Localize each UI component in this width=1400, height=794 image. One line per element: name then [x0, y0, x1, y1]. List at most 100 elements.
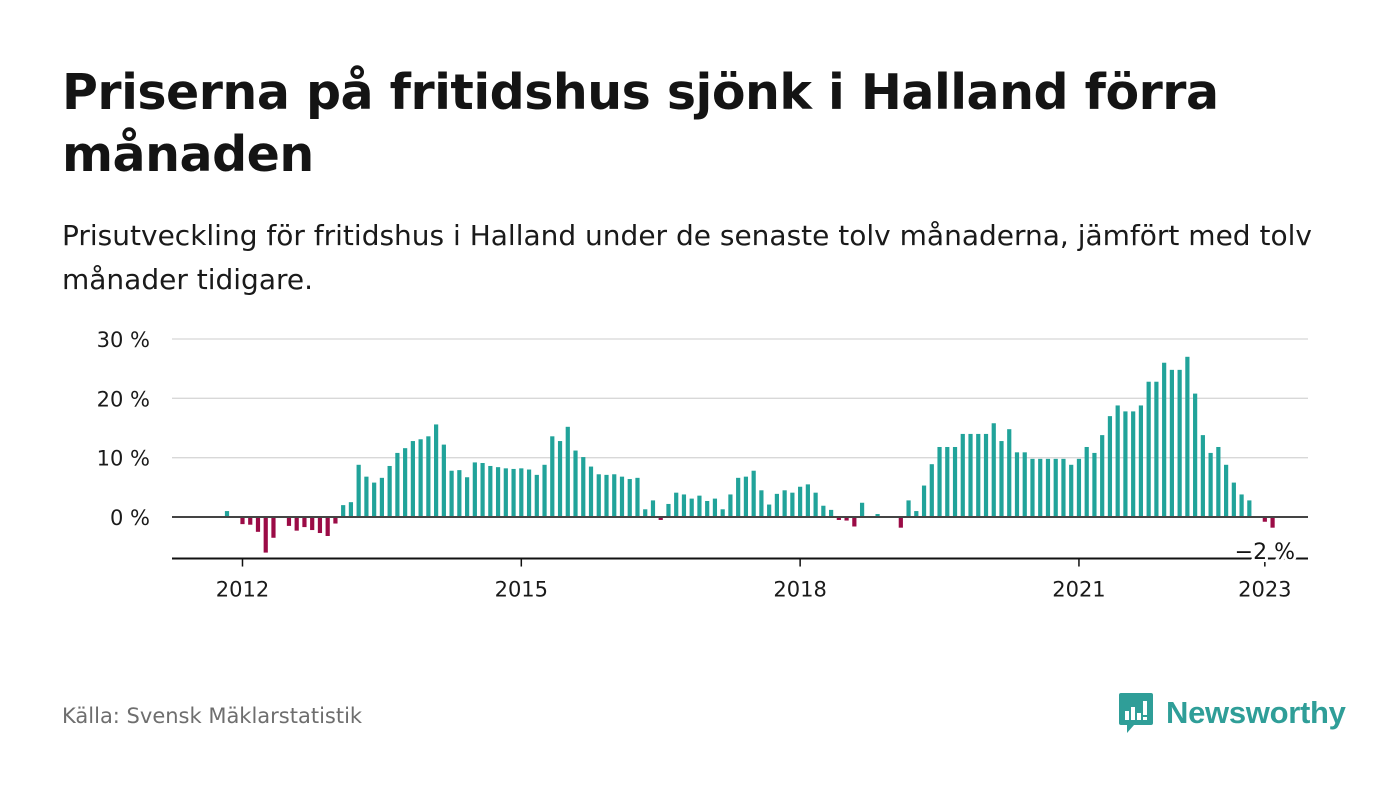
bar: [674, 492, 679, 517]
chart-subtitle: Prisutveckling för fritidshus i Halland …: [62, 219, 1312, 296]
bar: [1014, 452, 1020, 517]
bar: [650, 500, 656, 517]
bar: [403, 448, 408, 517]
bar: [364, 476, 369, 517]
bar: [635, 477, 640, 517]
bar: [255, 517, 261, 532]
bar: [1216, 446, 1221, 517]
bar: [1123, 411, 1128, 517]
bar: [465, 477, 470, 517]
bar: [929, 464, 934, 517]
bar: [1231, 482, 1236, 517]
bar: [836, 517, 841, 520]
bar: [1100, 435, 1105, 517]
bar: [356, 464, 361, 517]
bar: [1193, 393, 1198, 517]
y-tick-label: 0 %: [110, 506, 150, 530]
bar: [898, 517, 903, 528]
bar: [310, 517, 315, 531]
bar: [697, 495, 702, 517]
bar: [449, 470, 454, 517]
bar: [395, 452, 400, 517]
bar: [224, 511, 230, 517]
bar: [550, 436, 555, 517]
axes: 2012 2015 2018 2021 2023: [172, 516, 1308, 602]
bar: [325, 517, 330, 536]
bar: [728, 494, 733, 517]
bar: [1154, 381, 1159, 517]
y-tick-label: 10 %: [97, 447, 150, 471]
bar: [1146, 381, 1151, 517]
bar: [1084, 446, 1089, 517]
bar: [271, 517, 276, 538]
bar: [441, 444, 446, 517]
bar: [240, 517, 245, 525]
bar: [658, 517, 663, 520]
bar: [348, 502, 354, 517]
bar: [503, 468, 508, 517]
x-tick-label: 2018: [773, 578, 826, 602]
bar: [1162, 362, 1167, 517]
bar: [519, 468, 524, 517]
bar: [619, 476, 625, 517]
bar: [317, 517, 323, 534]
bar: [294, 517, 299, 531]
bar: [387, 465, 392, 517]
bar: [1069, 464, 1074, 517]
bar: [829, 509, 834, 517]
bar: [976, 433, 981, 517]
bar: [1092, 452, 1097, 517]
bar: [798, 486, 803, 517]
bar: [1131, 411, 1136, 517]
bar: [937, 446, 942, 517]
bar: [968, 433, 973, 517]
bar: [263, 517, 268, 553]
bar: [999, 441, 1004, 517]
bar: [565, 426, 570, 517]
bar: [434, 424, 439, 517]
bar: [774, 493, 779, 517]
bar: [759, 490, 764, 517]
bar: [960, 433, 965, 517]
bar: [945, 446, 950, 517]
bar: [681, 494, 687, 517]
bar: [286, 517, 292, 526]
bar: [372, 482, 377, 517]
bar: [573, 450, 578, 517]
bar: [1247, 500, 1252, 517]
bar: [248, 517, 253, 525]
bar: [1169, 369, 1174, 517]
bar: [712, 498, 718, 517]
bar: [1007, 429, 1012, 517]
bar: [705, 500, 710, 517]
bar: [736, 477, 741, 517]
bar: [1030, 458, 1035, 517]
source-note: Källa: Svensk Mäklarstatistik: [62, 704, 363, 728]
bar: [534, 474, 539, 517]
bar: [1138, 405, 1144, 517]
bar: [875, 514, 880, 517]
bar: [604, 474, 609, 517]
bar: [588, 466, 594, 517]
bar: [426, 436, 431, 517]
bar: [991, 423, 996, 517]
bar: [333, 517, 338, 524]
x-tick-label: 2015: [495, 578, 548, 602]
x-tick-label: 2023: [1238, 578, 1291, 602]
y-tick-label: 20 %: [97, 387, 150, 411]
bar: [983, 433, 989, 517]
gridlines: 30 % 20 % 10 % 0 %: [97, 328, 1308, 530]
brand-logo[interactable]: Newsworthy: [1118, 690, 1346, 736]
bar: [1115, 405, 1120, 517]
bar: [852, 517, 857, 527]
bar: [1061, 458, 1066, 517]
brand-name: Newsworthy: [1166, 695, 1346, 730]
bar: [1177, 369, 1182, 517]
bar: [418, 439, 423, 517]
bar: [612, 474, 617, 517]
bar: [767, 504, 772, 517]
bar: [1053, 458, 1058, 517]
y-tick-label: 30 %: [97, 328, 150, 352]
bar: [627, 479, 632, 517]
